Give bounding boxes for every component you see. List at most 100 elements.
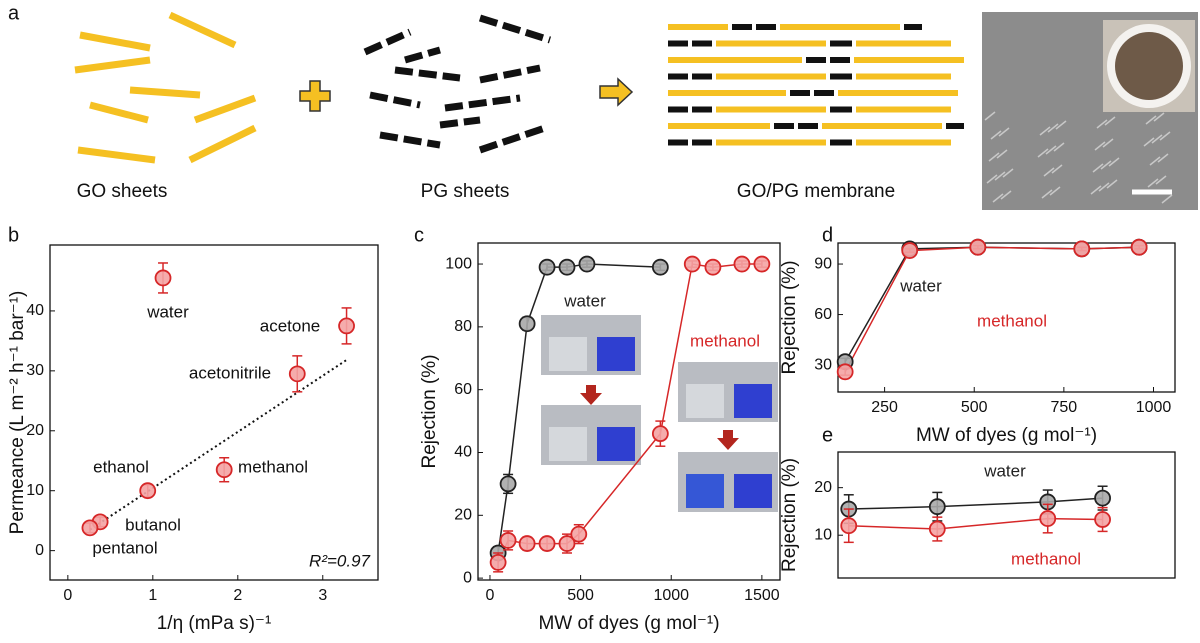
- sem-texture: [1157, 153, 1169, 163]
- photo-vial: [734, 384, 772, 418]
- y-tick-label: 20: [454, 507, 472, 524]
- y-tick-label: 0: [35, 542, 44, 559]
- pg-sheet: [830, 139, 852, 146]
- sem-texture: [1041, 189, 1053, 199]
- pg-sheet: [479, 64, 541, 84]
- sem-texture: [1051, 164, 1063, 174]
- x-tick-label: 500: [567, 587, 594, 604]
- marker: [81, 519, 99, 537]
- pg-sheet: [369, 91, 421, 109]
- y-tick-label: 80: [454, 318, 472, 335]
- photo-vial: [549, 427, 587, 461]
- sem-texture: [1108, 157, 1120, 167]
- marker: [578, 255, 596, 273]
- go-sheet: [168, 11, 237, 49]
- marker: [704, 258, 722, 276]
- pg-sheet: [394, 66, 461, 82]
- go-sheet: [716, 73, 826, 80]
- y-tick-label: 30: [26, 362, 44, 379]
- pg-label: PG sheets: [421, 181, 510, 202]
- sem-texture: [1155, 175, 1167, 185]
- sem-texture: [1043, 167, 1055, 177]
- marker: [154, 269, 172, 287]
- x-tick-label: 3: [318, 587, 327, 604]
- fit-line: [89, 358, 349, 531]
- pg-sheet: [439, 116, 481, 129]
- x-tick-label: 1000: [653, 587, 689, 604]
- y-axis-label: Permeance (L m⁻² h⁻¹ bar⁻¹): [7, 291, 28, 535]
- sem-texture: [1106, 179, 1118, 189]
- sem-texture: [1098, 182, 1110, 192]
- sem-texture: [992, 193, 1004, 203]
- pg-sheet: [756, 24, 776, 30]
- sem-texture: [1151, 134, 1163, 144]
- sem-texture: [1039, 126, 1051, 136]
- series-label: water: [899, 276, 942, 295]
- sem-texture: [1002, 168, 1014, 178]
- series-line: [844, 246, 1140, 373]
- go-sheet: [668, 24, 728, 30]
- go-sheet: [77, 146, 156, 164]
- y-tick-label: 40: [454, 444, 472, 461]
- go-sheet: [188, 124, 257, 164]
- pg-sheet: [814, 90, 834, 96]
- go-sheet: [716, 106, 826, 113]
- sem-texture: [1145, 115, 1157, 125]
- sem-texture: [1143, 137, 1155, 147]
- go-sheet: [856, 40, 951, 47]
- pg-sheet: [830, 106, 852, 113]
- pg-sheet: [732, 24, 752, 30]
- pg-sheet: [692, 139, 712, 146]
- marker: [651, 425, 669, 443]
- sem-texture: [1149, 156, 1161, 166]
- marker: [733, 255, 751, 273]
- series-line: [848, 517, 1103, 530]
- arrow: [599, 77, 634, 107]
- y-tick-label: 90: [814, 255, 832, 272]
- pg-sheet: [774, 123, 794, 129]
- sem-texture: [996, 149, 1008, 159]
- photo-arrow: [717, 430, 739, 450]
- marker: [928, 498, 946, 516]
- pg-sheet: [444, 94, 521, 112]
- pg-sheet: [404, 46, 441, 64]
- marker: [1039, 510, 1057, 527]
- pg-sheet: [668, 73, 688, 80]
- marker: [969, 238, 987, 256]
- go-sheet: [668, 57, 802, 63]
- series-label: methanol: [1011, 549, 1081, 568]
- plot-frame: [477, 242, 781, 581]
- panel-label: c: [414, 224, 424, 246]
- marker: [489, 554, 507, 571]
- sem-texture: [1100, 160, 1112, 170]
- sem-texture: [1096, 119, 1108, 129]
- sem-texture: [986, 174, 998, 184]
- point-label: acetonitrile: [189, 363, 271, 382]
- pg-sheet: [668, 139, 688, 146]
- point-label: acetone: [260, 316, 321, 335]
- sem-texture: [1104, 116, 1116, 126]
- pg-sheet: [692, 73, 712, 80]
- pg-sheet: [830, 57, 850, 63]
- photo-arrow: [580, 385, 602, 405]
- pg-sheet: [904, 24, 922, 30]
- marker: [570, 525, 588, 543]
- sem-texture: [994, 171, 1006, 181]
- go-sheet: [856, 139, 951, 146]
- sem-texture: [1037, 148, 1049, 158]
- plot-frame: [837, 242, 1176, 393]
- pg-sheet: [692, 106, 712, 113]
- series-line: [848, 497, 1103, 510]
- marker: [338, 317, 355, 335]
- y-tick-label: 40: [26, 302, 44, 319]
- marker: [518, 315, 536, 333]
- sem-texture: [988, 152, 1000, 162]
- pg-sheet: [830, 73, 852, 80]
- schematic: [74, 11, 1198, 210]
- go-sheet: [716, 139, 826, 146]
- pg-sheet: [806, 57, 826, 63]
- sem-texture: [1000, 190, 1012, 200]
- marker: [753, 255, 771, 273]
- photo-vial: [597, 337, 635, 371]
